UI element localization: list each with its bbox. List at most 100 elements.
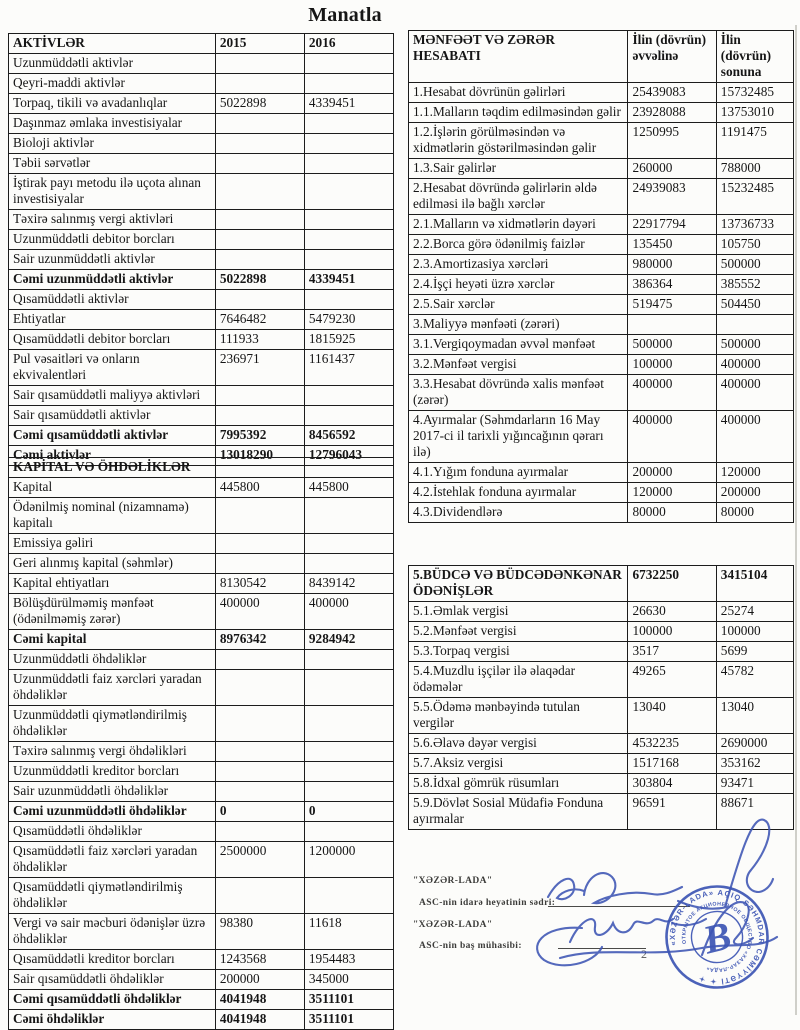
row-value-2 [303, 74, 393, 93]
row-value-2 [303, 290, 393, 309]
row-label: 1.3.Sair gəlirlər [413, 160, 497, 175]
row-label: 2.Hesabat dövründə gəlirlərin əldə edilm… [413, 180, 597, 211]
table-row: Qısamüddətli debitor borcları 111933 18159… [9, 329, 393, 349]
row-value-1 [214, 458, 304, 477]
row-value-2: 80000 [715, 503, 793, 522]
table-row: Emissiya gəliri [9, 533, 393, 553]
row-value-2: 8456592 [303, 426, 393, 445]
row-value-1: 0 [214, 802, 304, 821]
row-value-1 [214, 250, 304, 269]
row-value-2 [303, 406, 393, 425]
row-value-2 [303, 230, 393, 249]
row-label: Qısamüddətli aktivlər [13, 291, 129, 306]
row-value-1: 22917794 [627, 215, 715, 234]
row-label: 5.4.Muzdlu işçilər ilə əlaqədar ödəmələr [413, 663, 576, 694]
row-value-2: 2690000 [715, 734, 793, 753]
row-value-2: 1815925 [303, 330, 393, 349]
row-value-2: 8439142 [303, 574, 393, 593]
row-label: KAPİTAL VƏ ÖHDƏLİKLƏR [13, 459, 191, 474]
row-value-1 [214, 290, 304, 309]
chairman-signature-line [548, 906, 690, 907]
row-value-2: 25274 [715, 602, 793, 621]
table-row: 2.5.Sair xərclər 519475 504450 [409, 294, 793, 314]
row-label: Ödənilmiş nominal (nizamnamə) kapitalı [13, 499, 189, 530]
row-value-1: 1517168 [627, 754, 715, 773]
row-label: Uzunmüddətli debitor borcları [13, 231, 175, 246]
row-label: Qısamüddətli öhdəliklər [13, 823, 142, 838]
row-value-1: 400000 [627, 375, 715, 410]
table-row: Ödənilmiş nominal (nizamnamə) kapitalı [9, 497, 393, 533]
row-value-2: 504450 [715, 295, 793, 314]
row-value-2: 200000 [715, 483, 793, 502]
table-row: 2.Hesabat dövründə gəlirlərin əldə edilm… [409, 178, 793, 214]
row-value-1 [214, 406, 304, 425]
row-label: Ehtiyatlar [13, 311, 66, 326]
assets-table: AKTİVLƏR 2015 2016 Uzunmüddətli aktivlər Qey… [8, 33, 394, 466]
row-value-1: 49265 [627, 662, 715, 697]
row-value-1: 120000 [627, 483, 715, 502]
row-value-2: 9284942 [303, 630, 393, 649]
row-value-1 [214, 822, 304, 841]
row-value-2: 353162 [715, 754, 793, 773]
row-value-1 [214, 114, 304, 133]
table-row: 4.3.Dividendlərə 80000 80000 [409, 502, 793, 522]
profit-loss-table: MƏNFƏƏT VƏ ZƏRƏR HESABATI İlin (dövrün) ə… [408, 30, 794, 523]
row-label: Cəmi kapital [13, 631, 87, 646]
table-row: Bioloji aktivlər [9, 133, 393, 153]
row-value-2 [303, 762, 393, 781]
row-value-1 [214, 174, 304, 209]
row-value-2 [303, 250, 393, 269]
row-label: Bölüşdürülməmiş mənfəət (ödənilməmiş zər… [13, 595, 154, 626]
row-label: 2.3.Amortizasiya xərcləri [413, 256, 549, 271]
row-value-1: 4041948 [214, 990, 304, 1009]
row-label: 2.4.İşçi heyəti üzrə xərclər [413, 276, 555, 291]
row-value-1: İlin (dövrün) əvvəlinə [627, 31, 715, 82]
table-row: Vergi və sair məcburi ödənişlər üzrə öhd… [9, 913, 393, 949]
row-value-1: 3517 [627, 642, 715, 661]
row-value-2 [303, 386, 393, 405]
row-value-2: 3511101 [303, 990, 393, 1009]
row-value-1 [214, 878, 304, 913]
row-label: 5.1.Əmlak vergisi [413, 603, 509, 618]
row-value-2 [303, 54, 393, 73]
row-value-2: 345000 [303, 970, 393, 989]
row-value-2: 2016 [303, 34, 393, 53]
company-name-2: "XƏZƏR-LADA" [413, 920, 493, 930]
row-label: Uzunmüddətli öhdəliklər [13, 651, 147, 666]
row-value-1: 6732250 [627, 566, 715, 601]
table-row: Sair uzunmüddətli öhdəliklər [9, 781, 393, 801]
table-row: Cəmi qısamüddətli aktivlər 7995392 8456592 [9, 425, 393, 445]
row-label: 4.1.Yığım fonduna ayırmalar [413, 464, 569, 479]
table-row: Sair qısamüddətli maliyyə aktivləri [9, 385, 393, 405]
row-value-2 [303, 174, 393, 209]
row-label: Cəmi qısamüddətli aktivlər [13, 427, 169, 442]
row-label: 2.2.Borca görə ödənilmiş faizlər [413, 236, 585, 251]
table-row: 1.1.Malların təqdim edilməsindən gəlir 23… [409, 102, 793, 122]
row-label: 4.Ayırmalar (Səhmdarların 16 May 2017-ci… [413, 412, 604, 459]
row-value-2: 1954483 [303, 950, 393, 969]
table-row: 4.Ayırmalar (Səhmdarların 16 May 2017-ci… [409, 410, 793, 462]
page-number: 2 [641, 947, 647, 961]
row-value-1 [214, 554, 304, 573]
table-row: Təbii sərvətlər [9, 153, 393, 173]
row-value-1: 5022898 [214, 270, 304, 289]
row-value-1: 8976342 [214, 630, 304, 649]
row-value-2 [303, 782, 393, 801]
row-value-2: 13736733 [715, 215, 793, 234]
row-label: Cəmi uzunmüddətli aktivlər [13, 271, 174, 286]
row-value-1 [214, 230, 304, 249]
row-value-1: 80000 [627, 503, 715, 522]
row-value-1 [214, 534, 304, 553]
accountant-signature-label: ASC-nin baş mühasibi: [419, 941, 522, 951]
row-label: 1.1.Malların təqdim edilməsindən gəlir [413, 104, 621, 119]
table-row: AKTİVLƏR 2015 2016 [9, 34, 393, 53]
row-label: Sair uzunmüddətli aktivlər [13, 251, 155, 266]
table-row: Uzunmüddətli debitor borcları [9, 229, 393, 249]
row-label: Qısamüddətli kreditor borcları [13, 951, 175, 966]
row-value-2: 1161437 [303, 350, 393, 385]
row-value-2: 11618 [303, 914, 393, 949]
table-row: Cəmi qısamüddətli öhdəliklər 4041948 35111… [9, 989, 393, 1009]
table-row: Təxirə salınmış vergi öhdəlikləri [9, 741, 393, 761]
row-label: Qısamüddətli faiz xərcləri yaradan öhdəl… [13, 843, 198, 874]
row-value-1: 445800 [214, 478, 304, 497]
